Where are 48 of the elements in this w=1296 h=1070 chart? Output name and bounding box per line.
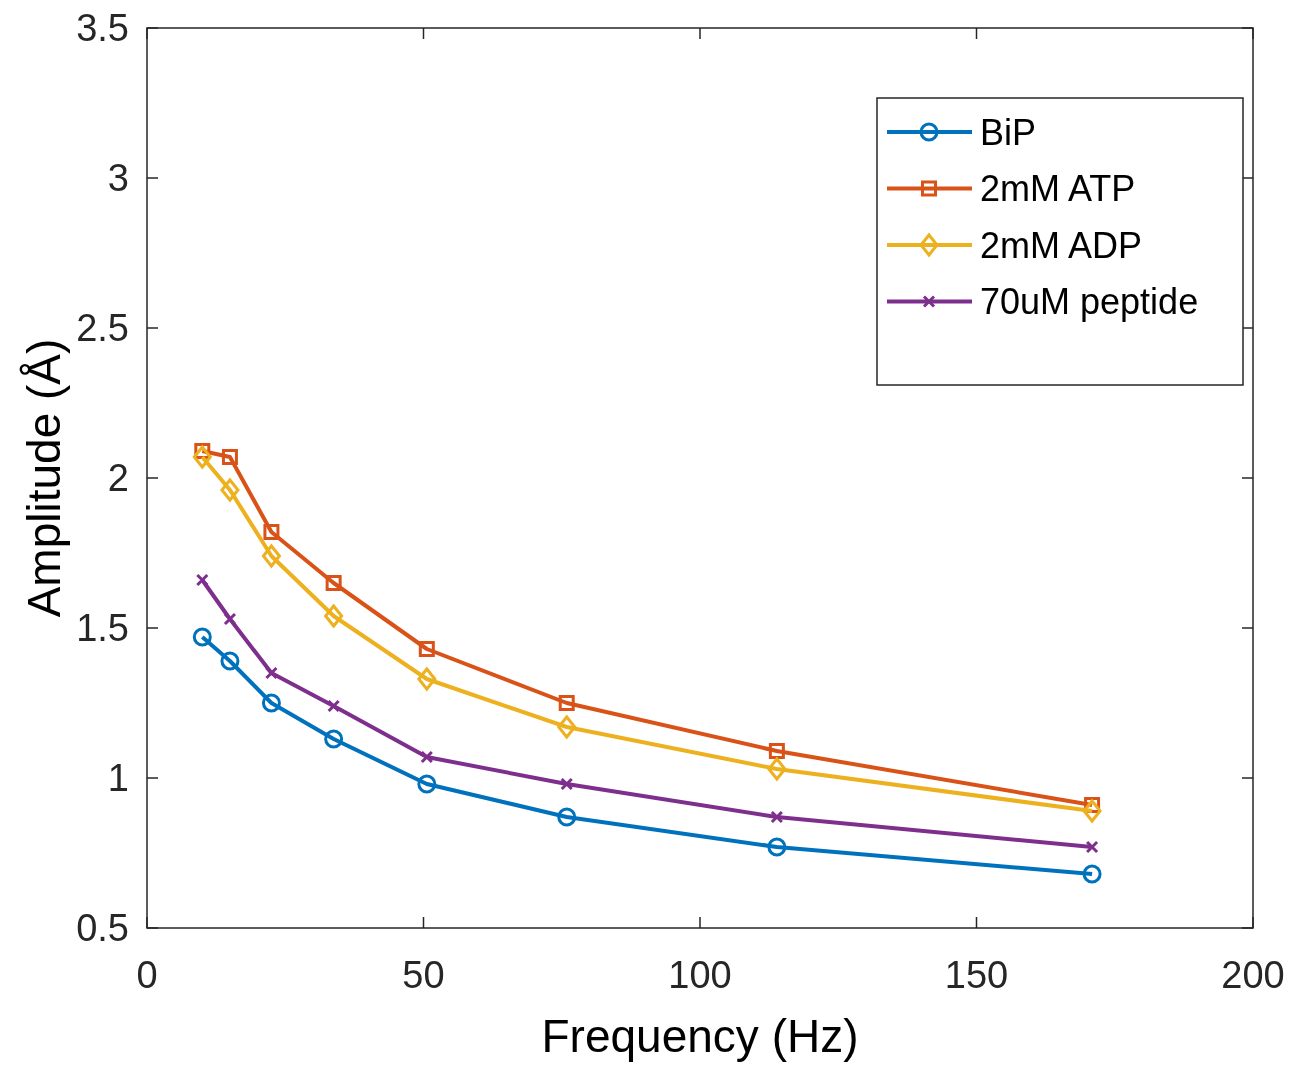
- point: [261, 693, 281, 713]
- x-tick-label: 150: [944, 954, 1009, 996]
- legend-label: 2mM ADP: [980, 224, 1143, 266]
- x-tick-label: 0: [136, 954, 158, 996]
- point: [1082, 864, 1102, 884]
- point: [261, 544, 281, 568]
- point: [417, 667, 437, 691]
- point: [325, 575, 342, 591]
- legend-label: BiP: [980, 111, 1037, 153]
- point: [557, 807, 577, 827]
- legend-label: 2mM ATP: [980, 168, 1136, 210]
- y-tick-label: 1.5: [76, 607, 129, 650]
- point: [420, 750, 434, 764]
- point: [195, 573, 209, 587]
- y-tick-label: 3: [107, 157, 129, 200]
- point: [327, 699, 341, 713]
- y-tick-label: 2: [107, 457, 129, 500]
- point: [223, 612, 237, 626]
- x-tick-label: 100: [668, 954, 732, 996]
- y-tick-label: 3.5: [76, 7, 129, 50]
- y-tick-label: 2.5: [76, 307, 129, 350]
- point: [220, 651, 240, 671]
- point: [767, 757, 787, 781]
- x-tick-label: 200: [1221, 954, 1285, 996]
- x-tick-label: 50: [402, 954, 445, 996]
- x-axis-title: Frequency (Hz): [541, 1010, 859, 1062]
- y-axis-title: Amplitude (Å): [18, 338, 70, 618]
- point: [558, 695, 575, 711]
- point: [221, 449, 238, 465]
- legend-label: 70uM peptide: [980, 281, 1199, 323]
- point: [1082, 799, 1102, 823]
- point: [263, 524, 280, 540]
- point: [768, 743, 785, 759]
- point: [560, 777, 574, 791]
- point: [192, 445, 212, 469]
- point: [770, 810, 784, 824]
- point: [324, 604, 344, 628]
- point: [767, 837, 787, 857]
- y-tick-label: 0.5: [76, 907, 129, 950]
- point: [324, 729, 344, 749]
- point: [417, 774, 437, 794]
- point: [1085, 840, 1099, 854]
- point: [264, 666, 278, 680]
- y-tick-label: 1: [107, 757, 129, 800]
- point: [557, 715, 577, 739]
- point: [192, 627, 212, 647]
- point: [418, 641, 435, 657]
- point: [220, 478, 240, 502]
